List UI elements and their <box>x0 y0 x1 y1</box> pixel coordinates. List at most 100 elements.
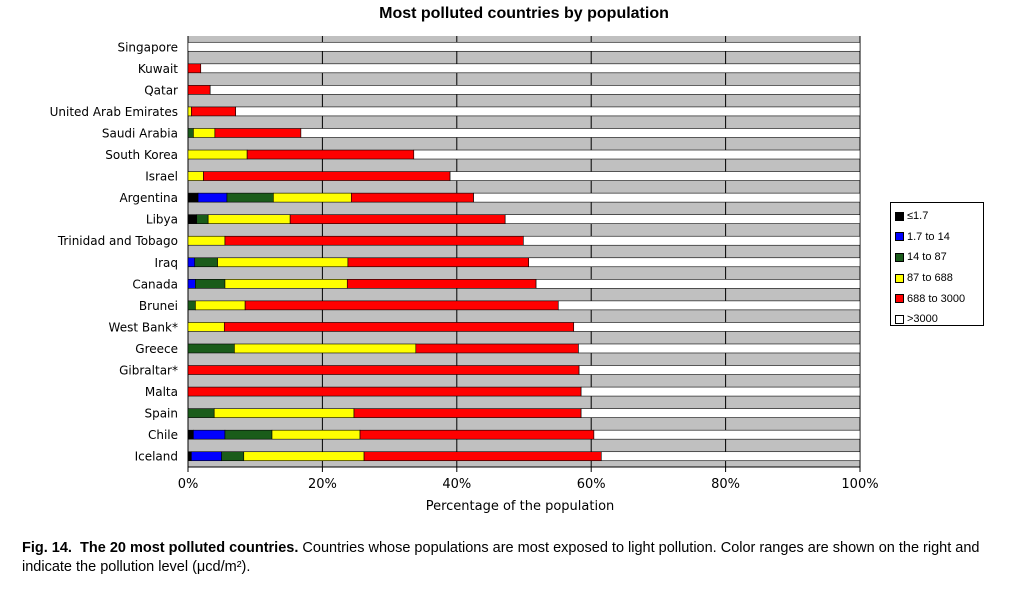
bar-segment <box>187 171 204 181</box>
bar-segment <box>187 408 215 418</box>
x-axis-label: Percentage of the population <box>426 499 615 514</box>
bar-segment <box>473 192 861 203</box>
x-tick-label: 40% <box>442 477 471 492</box>
category-label: West Bank* <box>109 320 178 334</box>
legend-label: 1.7 to 14 <box>907 230 950 243</box>
category-label: Saudi Arabia <box>102 126 178 140</box>
legend-swatch <box>895 211 904 221</box>
legend-item: 87 to 688 <box>891 268 983 289</box>
bar-segment <box>224 279 348 289</box>
bar-segment <box>449 171 861 181</box>
category-label: Kuwait <box>138 62 178 76</box>
category-label: Brunei <box>139 299 178 313</box>
bar-segment <box>234 343 417 354</box>
category-label: South Korea <box>105 148 178 162</box>
category-label: Chile <box>148 428 178 442</box>
category-label: Spain <box>144 407 178 421</box>
bar-segment <box>359 429 595 440</box>
bar-segment <box>187 300 196 311</box>
bar-segment <box>350 192 474 203</box>
legend-swatch <box>895 252 904 262</box>
category-label: Qatar <box>144 83 178 97</box>
bar-segment <box>195 279 226 289</box>
bar-segment <box>187 257 196 268</box>
bar-segment <box>209 85 861 95</box>
category-label: Canada <box>132 277 178 291</box>
bar-segment <box>191 451 222 462</box>
bar-segment <box>223 322 575 332</box>
caption-label: Fig. 14. <box>22 540 72 556</box>
bar-segment <box>557 300 861 311</box>
bar-segment <box>187 85 211 95</box>
bar-segment <box>415 343 579 354</box>
category-label: Gibraltar* <box>119 364 178 378</box>
bar-segment <box>213 408 355 418</box>
bar-segment <box>235 106 861 117</box>
x-tick-label: 0% <box>178 477 199 492</box>
legend-item: 688 to 3000 <box>891 288 983 309</box>
bar-segment <box>187 106 192 117</box>
legend-item: 14 to 87 <box>891 247 983 268</box>
bar-segment <box>346 279 537 289</box>
bar-segment <box>580 386 861 397</box>
bar-segment <box>244 300 559 311</box>
bar-segment <box>187 41 861 52</box>
category-label: Argentina <box>119 191 178 205</box>
bar-segment <box>196 214 209 224</box>
bar-segment <box>528 257 861 268</box>
bar-segment <box>289 214 506 224</box>
bar-segment <box>221 451 245 462</box>
legend-item: 1.7 to 14 <box>891 227 983 248</box>
x-tick-label: 100% <box>841 477 878 492</box>
bar-segment <box>187 128 194 138</box>
category-label: Libya <box>146 213 178 227</box>
bar-segment <box>226 192 274 203</box>
bar-segment <box>197 192 228 203</box>
bar-segment <box>600 451 861 462</box>
bar-segment <box>193 128 216 138</box>
bar-segment <box>187 149 248 160</box>
legend-swatch <box>895 232 904 242</box>
figure-caption: Fig. 14. The 20 most polluted countries.… <box>22 539 1027 577</box>
bar-segment <box>187 429 194 440</box>
legend-label: 87 to 688 <box>907 272 953 285</box>
bar-segment <box>187 279 196 289</box>
bar-segment <box>187 365 580 375</box>
legend-swatch <box>895 314 904 324</box>
bar-segment <box>271 429 361 440</box>
category-label: United Arab Emirates <box>50 105 178 119</box>
legend: ≤1.7 1.7 to 14 14 to 87 87 to 688 688 to 300… <box>890 202 984 326</box>
legend-label: 14 to 87 <box>907 251 947 264</box>
bar-segment <box>580 408 861 418</box>
bar-segment <box>207 214 291 224</box>
bar-segment <box>573 322 861 332</box>
category-label: Iraq <box>155 256 178 270</box>
bar-segment <box>578 365 861 375</box>
bar-segment <box>203 171 451 181</box>
bar-segment <box>347 257 530 268</box>
bar-segment <box>195 300 246 311</box>
bar-segment <box>187 214 198 224</box>
legend-item: >3000 <box>891 309 983 330</box>
category-label: Trinidad and Tobago <box>57 234 178 248</box>
bar-segment <box>353 408 582 418</box>
category-label: Singapore <box>117 40 178 54</box>
x-tick-label: 80% <box>711 477 740 492</box>
bar-segment <box>578 343 861 354</box>
bar-segment <box>523 235 861 246</box>
caption-lead: The 20 most polluted countries. <box>80 540 299 556</box>
bar-segment <box>217 257 349 268</box>
bar-segment <box>243 451 365 462</box>
bar-segment <box>413 149 861 160</box>
bar-segment <box>214 128 302 138</box>
bar-segment <box>363 451 602 462</box>
bar-segment <box>504 214 861 224</box>
bar-segment <box>224 429 273 440</box>
category-label: Malta <box>145 385 178 399</box>
legend-label: ≤1.7 <box>907 210 929 223</box>
chart-title: Most polluted countries by population <box>379 5 669 22</box>
category-label: Iceland <box>135 450 178 464</box>
bar-segment <box>200 63 861 74</box>
bar-segment <box>187 192 199 203</box>
bar-segment <box>187 322 225 332</box>
